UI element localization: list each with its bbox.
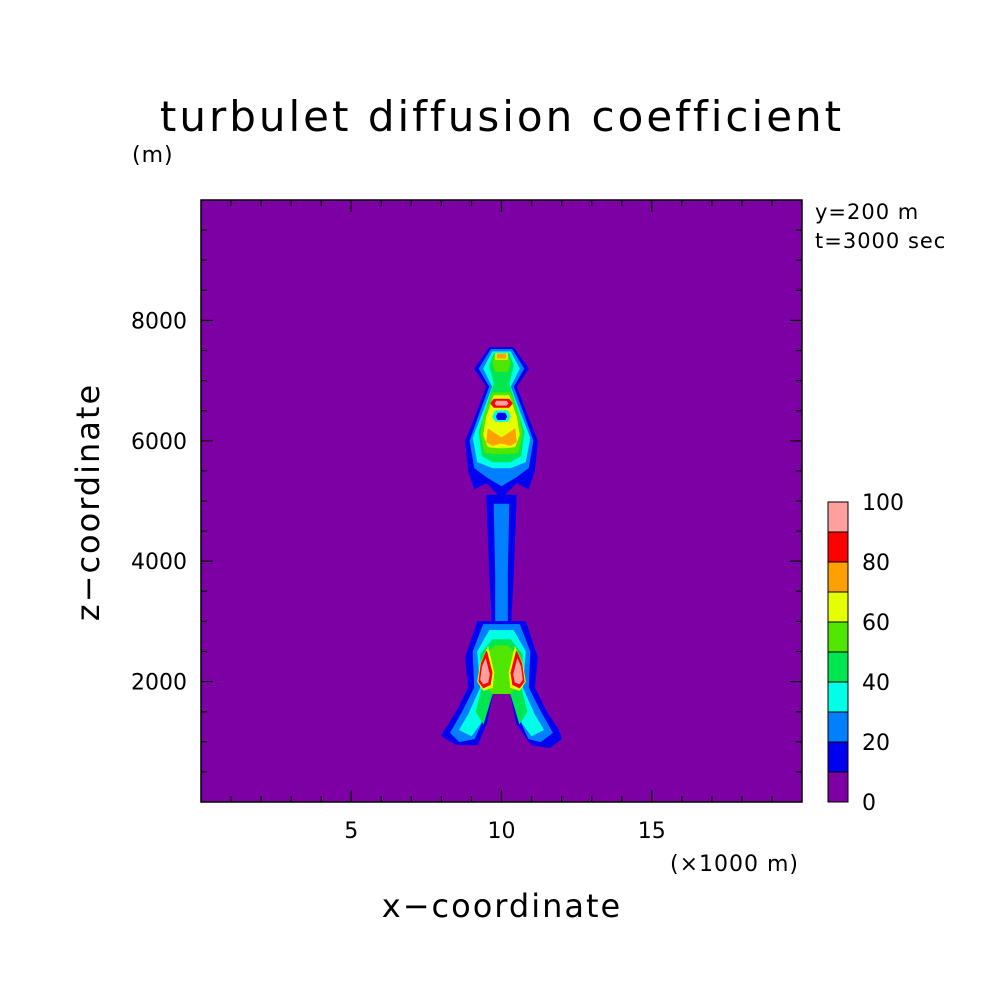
- x-tick-label: 5: [344, 819, 358, 844]
- colorbar-segment: [827, 771, 849, 803]
- annotation-t: t=3000 sec: [815, 229, 947, 253]
- x-tick-label: 15: [638, 819, 666, 844]
- y-tick-label: 2000: [131, 671, 187, 696]
- contour-head-orange-top: [496, 353, 507, 359]
- annotation-y: y=200 m: [815, 200, 920, 224]
- axis-ticks: [201, 200, 802, 802]
- x-tick-label: 10: [488, 819, 516, 844]
- colorbar-label: 0: [862, 791, 876, 816]
- colorbar-segment: [827, 651, 849, 683]
- colorbar-label: 100: [862, 491, 904, 516]
- contour-plume-stem-inner: [493, 503, 510, 634]
- x-axis-unit: (×1000 m): [670, 852, 800, 877]
- contour-head-white-ring: [494, 400, 509, 406]
- colorbar-segment: [827, 741, 849, 773]
- colorbar-segment: [827, 621, 849, 653]
- colorbar-label: 80: [862, 551, 890, 576]
- contour-head-orange-mid: [486, 428, 517, 446]
- contour-regions: [441, 347, 562, 749]
- colorbar-segment: [827, 531, 849, 563]
- colorbar-label: 60: [862, 611, 890, 636]
- axis-tick-labels: 5 10 15 2000 4000 6000 8000: [131, 309, 666, 844]
- y-tick-label: 4000: [131, 550, 187, 575]
- colorbar-segment: [827, 501, 849, 533]
- colorbar: 0 20 40 60 80 100: [827, 491, 904, 816]
- colorbar-segment: [827, 591, 849, 623]
- chart-title: turbulet diffusion coefficient: [159, 92, 845, 141]
- colorbar-segment: [827, 561, 849, 593]
- y-tick-label: 6000: [131, 430, 187, 455]
- contour-left-core-white: [480, 658, 490, 685]
- contour-head-hole-blue: [495, 412, 508, 421]
- colorbar-label: 20: [862, 731, 890, 756]
- y-axis-unit: (m): [132, 143, 174, 168]
- y-tick-label: 8000: [131, 309, 187, 334]
- contour-right-core-white: [513, 658, 523, 685]
- x-axis-label: x−coordinate: [381, 887, 623, 925]
- colorbar-segment: [827, 711, 849, 743]
- colorbar-label: 40: [862, 671, 890, 696]
- colorbar-segment: [827, 681, 849, 713]
